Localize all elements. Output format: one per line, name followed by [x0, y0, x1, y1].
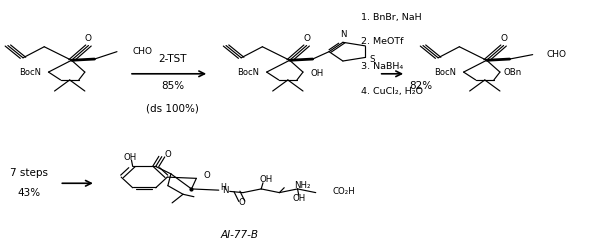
- Text: 4. CuCl₂, H₂O: 4. CuCl₂, H₂O: [361, 87, 422, 95]
- Text: OH: OH: [311, 69, 324, 78]
- Text: H: H: [221, 183, 227, 192]
- Text: CHO: CHO: [546, 50, 566, 59]
- Text: 43%: 43%: [18, 188, 41, 198]
- Text: BocN: BocN: [19, 68, 41, 77]
- Text: AI-77-B: AI-77-B: [221, 230, 258, 240]
- Text: O: O: [238, 198, 245, 207]
- Text: 3. NaBH₄: 3. NaBH₄: [361, 62, 403, 71]
- Text: (ds 100%): (ds 100%): [146, 103, 199, 113]
- Text: 2. MeOTf: 2. MeOTf: [361, 37, 403, 46]
- Text: O: O: [85, 34, 92, 43]
- Text: 85%: 85%: [161, 81, 184, 91]
- Text: 7 steps: 7 steps: [10, 169, 48, 178]
- Text: O: O: [303, 34, 310, 43]
- Text: OH: OH: [123, 153, 136, 162]
- Text: N: N: [339, 30, 346, 39]
- Text: BocN: BocN: [238, 68, 259, 77]
- Text: CHO: CHO: [132, 47, 152, 56]
- Text: N: N: [222, 186, 228, 195]
- Text: OBn: OBn: [504, 68, 522, 77]
- Text: OH: OH: [293, 194, 306, 203]
- Text: 1. BnBr, NaH: 1. BnBr, NaH: [361, 13, 421, 22]
- Text: 2-TST: 2-TST: [158, 54, 187, 64]
- Text: BocN: BocN: [435, 68, 456, 77]
- Text: NH₂: NH₂: [295, 181, 311, 190]
- Text: OH: OH: [259, 175, 273, 184]
- Text: O: O: [204, 171, 211, 180]
- Text: O: O: [164, 150, 171, 159]
- Text: CO₂H: CO₂H: [333, 187, 356, 196]
- Text: O: O: [500, 34, 507, 43]
- Text: S: S: [370, 55, 375, 64]
- Text: 82%: 82%: [410, 81, 433, 91]
